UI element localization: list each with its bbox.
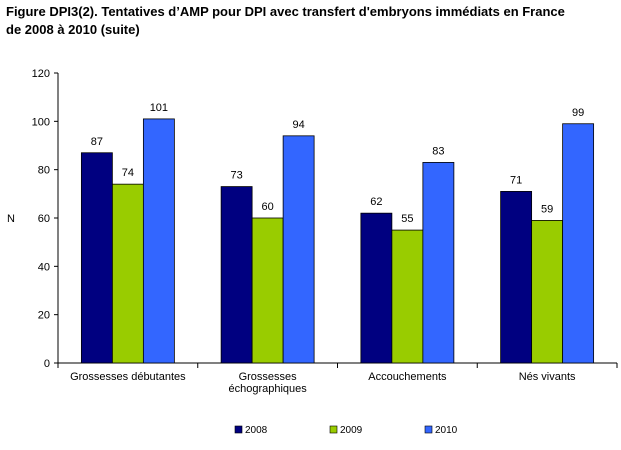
- data-label: 59: [541, 203, 553, 215]
- bar: [80, 152, 113, 364]
- bar: [500, 191, 533, 364]
- y-tick-label: 0: [44, 358, 50, 370]
- bar: [391, 229, 424, 364]
- data-label: 94: [293, 119, 305, 131]
- bar: [531, 220, 564, 364]
- data-label: 73: [231, 170, 243, 182]
- y-axis-label: N: [7, 213, 15, 225]
- bar: [220, 186, 253, 364]
- data-label: 71: [510, 174, 522, 186]
- y-tick-label: 40: [38, 261, 50, 273]
- legend-swatch: [234, 425, 243, 434]
- bar: [251, 217, 284, 364]
- legend-label: 2009: [340, 425, 363, 436]
- y-tick-label: 60: [38, 213, 50, 225]
- legend-swatch: [424, 425, 433, 434]
- bar: [360, 212, 393, 364]
- legend-label: 2010: [435, 425, 458, 436]
- data-label: 101: [150, 102, 168, 114]
- data-label: 87: [91, 136, 103, 148]
- bar: [111, 183, 144, 364]
- data-label: 62: [370, 196, 382, 208]
- y-tick-label: 20: [38, 310, 50, 322]
- x-tick-label: échographiques: [228, 383, 307, 395]
- data-label: 60: [262, 201, 274, 213]
- chart-title-line-2: de 2008 à 2010 (suite): [6, 22, 140, 37]
- x-tick-label: Grossesses débutantes: [70, 371, 186, 383]
- x-tick-label: Grossesses: [239, 371, 298, 383]
- chart-title: Figure DPI3(2). Tentatives d’AMP pour DP…: [6, 3, 616, 39]
- bar: [142, 118, 175, 364]
- data-label: 83: [432, 145, 444, 157]
- chart-title-line-1: Figure DPI3(2). Tentatives d’AMP pour DP…: [6, 4, 565, 19]
- y-tick-label: 120: [32, 68, 50, 80]
- bar: [562, 123, 595, 364]
- legend-label: 2008: [245, 425, 268, 436]
- bar: [282, 135, 315, 364]
- data-label: 55: [401, 213, 413, 225]
- data-label: 74: [122, 167, 134, 179]
- y-tick-label: 100: [32, 116, 50, 128]
- legend-swatch: [329, 425, 338, 434]
- data-label: 99: [572, 107, 584, 119]
- x-tick-label: Accouchements: [368, 371, 447, 383]
- y-tick-label: 80: [38, 165, 50, 177]
- bar: [422, 162, 455, 364]
- x-tick-label: Nés vivants: [519, 371, 576, 383]
